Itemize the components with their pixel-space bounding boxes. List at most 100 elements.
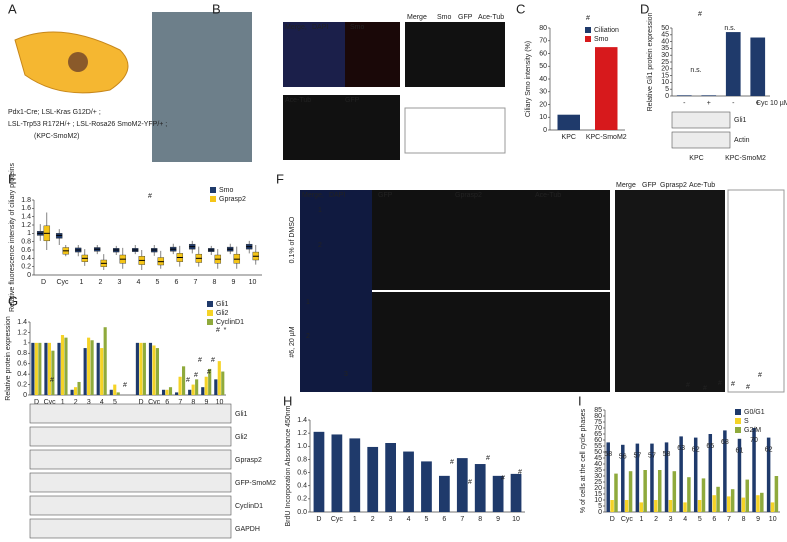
image-label: Merge [407,14,427,21]
legend-swatch [735,427,741,433]
y-tick-label: 25 [661,59,669,66]
x-tick-label: 5 [698,516,702,523]
annotation: # [501,475,505,482]
bar [668,500,673,512]
legend-swatch [735,409,741,415]
bar [756,495,760,512]
panel-letter: C [516,1,525,16]
bar [654,500,658,512]
x-tick-label: 5 [113,399,117,406]
legend-swatch [207,319,213,325]
image-label: Ace-Tub [689,182,715,189]
annotation: * [224,327,227,334]
panel-letter: F [276,171,284,186]
roi-label: 2 [306,333,310,340]
bar [635,443,640,512]
bar [723,430,727,512]
group-label: KPC [689,155,703,162]
y-tick-label: 0 [27,272,31,279]
annotation: # [731,381,735,388]
x-tick-label: 1 [61,399,65,406]
x-tick-label: D [316,516,321,523]
bar [766,437,771,512]
bar [367,446,379,512]
x-tick-label: D [610,516,615,523]
y-tick-label: 1.2 [17,329,27,336]
bar [47,342,51,395]
panel-letter: D [640,1,649,16]
panel-letter: I [578,393,582,408]
y-axis-label: Relative protein expression [5,316,12,401]
x-tick-label: Cyc [148,399,161,406]
x-tick-label: 6 [165,399,169,406]
bar [624,500,629,512]
micro-image [615,190,725,392]
bar [770,502,775,512]
y-tick-label: 1.6 [21,205,31,212]
y-tick-label: 30 [594,473,602,480]
image-label: GFP [642,182,657,189]
annotation: n.s. [724,25,735,32]
bar [745,479,749,512]
bar [439,475,450,512]
bar [87,337,91,395]
genotype-text: Pdx1-Cre; LSL-Kras G12D/+ ; [8,109,101,116]
y-tick-label: 35 [661,45,669,52]
x-tick-label: 8 [191,399,195,406]
bar [708,434,713,512]
bar [774,476,779,512]
bar [750,37,766,96]
bar [727,496,731,512]
y-tick-label: 0 [543,127,547,134]
y-tick-label: 1.4 [297,417,307,424]
blot-label: GAPDH [235,526,260,533]
blot-label: CyclinD1 [235,503,263,510]
blot [29,518,232,539]
bar [664,442,669,512]
bar [421,461,432,512]
bar [148,342,153,395]
y-tick-label: 0.6 [17,361,27,368]
annotation: # [194,372,198,379]
bar [83,348,87,395]
y-tick-label: 50 [594,449,602,456]
blot [29,495,232,516]
bar [175,392,179,395]
bar [135,342,139,395]
x-tick-label: 9 [232,279,236,286]
bar [331,434,343,512]
bar [385,443,396,512]
value-label: 68 [721,439,729,446]
legend-label: G2/M [744,427,761,434]
x-tick-label: 1 [353,516,357,523]
x-tick-label: KPC-SmoM2 [586,134,627,141]
legend-swatch [207,301,213,307]
annotation: # [148,193,152,200]
bar [313,431,325,512]
y-tick-label: 35 [594,467,602,474]
bar [693,437,698,512]
panel-letter: G [8,293,18,308]
y-tick-label: 85 [594,407,602,414]
x-tick-label: 7 [727,516,731,523]
annotation: # [186,377,190,384]
bar [208,368,212,395]
blot [29,449,232,470]
micro-image [405,22,505,87]
y-tick-label: 0.4 [17,371,27,378]
bar [701,478,706,512]
x-tick-label: 9 [204,399,208,406]
y-tick-label: 20 [539,101,547,108]
y-tick-label: 60 [539,50,547,57]
roi-label: 2 [318,242,322,249]
tumor-drawing [68,52,88,72]
blot [29,426,232,447]
bar [64,337,68,395]
image-label: Smo [437,14,452,21]
bar [676,95,692,96]
bar [614,473,618,512]
y-tick-label: 1.8 [21,197,31,204]
blot [671,131,731,149]
bar [201,387,205,395]
bar [214,379,218,395]
